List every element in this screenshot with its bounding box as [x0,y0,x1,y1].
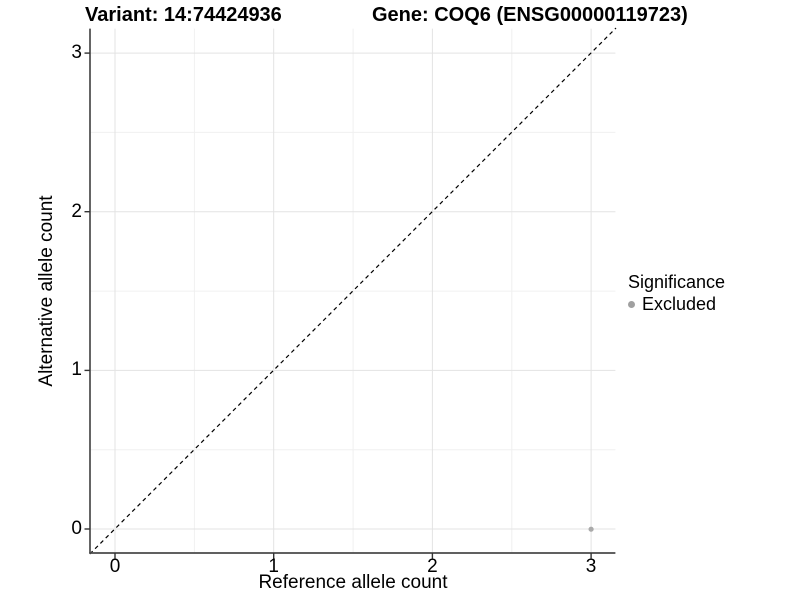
plot-title-gene: Gene: COQ6 (ENSG00000119723) [372,4,688,26]
data-point-excluded [588,526,594,532]
x-tick-label-0: 0 [109,556,121,577]
legend-marker-circle-icon [628,300,635,308]
legend-entry-label: Excluded [642,294,717,314]
x-tick-label-2: 2 [427,556,438,577]
x-tick-label-3: 3 [585,556,597,577]
y-axis-title: Alternative allele count [36,195,57,387]
y-tick-label-1: 1 [71,359,82,380]
y-tick-label-3: 3 [71,42,82,63]
legend: Significance Excluded [628,271,725,315]
grid-minor [90,28,616,553]
legend-entry-excluded: Excluded [628,293,725,315]
legend-title: Significance [628,272,726,292]
grid-major [90,28,616,553]
y-tick-label-2: 2 [71,201,82,222]
axis-tick-marks [84,52,592,559]
axis-lines [89,28,616,554]
x-axis-title: Reference allele count [258,572,448,593]
y-tick-label-0: 0 [71,518,82,539]
x-tick-label-1: 1 [268,556,279,577]
plot-title-variant: Variant: 14:74424936 [85,4,282,26]
